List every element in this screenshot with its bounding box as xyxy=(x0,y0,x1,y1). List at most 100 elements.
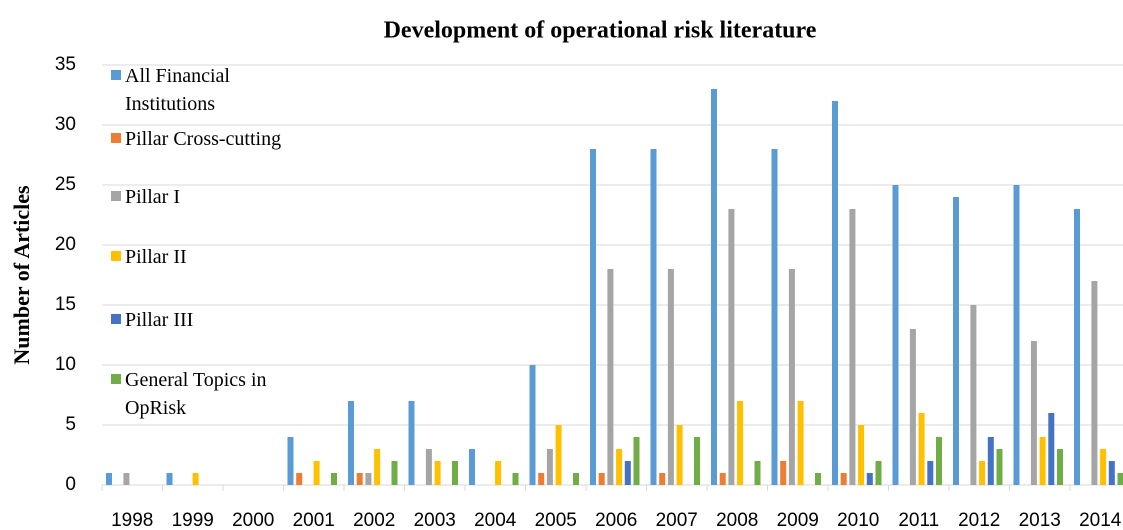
bar xyxy=(495,461,502,485)
bar xyxy=(849,209,856,485)
bar xyxy=(469,449,475,485)
bar xyxy=(356,473,363,485)
bar xyxy=(788,269,795,485)
legend-swatch xyxy=(111,314,121,324)
bar xyxy=(512,473,519,485)
bar xyxy=(1117,473,1123,485)
bar xyxy=(598,473,605,485)
legend-swatch xyxy=(111,70,121,80)
bar xyxy=(1091,281,1098,485)
x-tick-label: 2010 xyxy=(837,510,879,530)
bar xyxy=(936,437,942,485)
x-tick-label: 1999 xyxy=(172,510,214,530)
bar xyxy=(909,329,916,485)
bar xyxy=(694,437,700,485)
bar xyxy=(391,461,398,485)
bar xyxy=(676,425,683,485)
legend-swatch xyxy=(111,191,121,201)
legend-item: Pillar III xyxy=(111,306,311,334)
bar xyxy=(728,209,735,485)
bar xyxy=(573,473,579,485)
bar xyxy=(624,461,631,485)
legend-swatch xyxy=(111,374,121,384)
bar xyxy=(106,473,112,485)
bar xyxy=(771,149,778,485)
bar xyxy=(667,269,674,485)
bar xyxy=(555,425,562,485)
bar xyxy=(987,437,994,485)
bar xyxy=(590,149,596,485)
x-tick-label: 2000 xyxy=(232,510,274,530)
bar xyxy=(633,437,640,485)
x-tick-label: 2006 xyxy=(595,510,637,530)
chart-title: Development of operational risk literatu… xyxy=(384,18,817,44)
bar xyxy=(866,473,873,485)
bar xyxy=(374,449,381,485)
legend-item: All Financial Institutions xyxy=(111,62,311,118)
bar xyxy=(815,473,821,485)
y-tick-label: 35 xyxy=(55,54,76,75)
bar xyxy=(1108,461,1115,485)
bar xyxy=(1048,413,1055,485)
y-tick-label: 5 xyxy=(65,414,76,435)
x-tick-label: 2001 xyxy=(293,510,335,530)
bar xyxy=(780,461,787,485)
bar xyxy=(331,473,337,485)
bar xyxy=(711,89,717,485)
bar xyxy=(918,413,925,485)
y-tick-label: 15 xyxy=(55,294,76,315)
bar xyxy=(348,401,354,485)
legend-item: Pillar Cross-cutting xyxy=(111,125,311,153)
bar xyxy=(858,425,865,485)
bar xyxy=(892,185,899,485)
bar xyxy=(452,461,458,485)
bar xyxy=(408,401,415,485)
bar xyxy=(832,101,838,485)
bar xyxy=(607,269,614,485)
bar xyxy=(970,305,977,485)
bar xyxy=(425,449,432,485)
bar xyxy=(719,473,726,485)
legend-item: Pillar II xyxy=(111,243,311,271)
bar xyxy=(1100,449,1107,485)
bar xyxy=(996,449,1003,485)
x-tick-label: 2003 xyxy=(414,510,456,530)
bar xyxy=(166,473,173,485)
legend-swatch xyxy=(111,251,121,261)
bar xyxy=(192,473,199,485)
bar xyxy=(797,401,804,485)
bar xyxy=(287,437,294,485)
x-tick-label: 2002 xyxy=(353,510,395,530)
x-tick-label: 2014 xyxy=(1079,510,1122,530)
x-tick-label: 1998 xyxy=(111,510,153,530)
bar xyxy=(296,473,303,485)
y-tick-label: 10 xyxy=(55,354,76,375)
bar xyxy=(538,473,545,485)
bar xyxy=(927,461,934,485)
x-tick-label: 2004 xyxy=(474,510,517,530)
x-tick-label: 2012 xyxy=(958,510,1000,530)
bar xyxy=(840,473,847,485)
bar xyxy=(1074,209,1080,485)
bar xyxy=(313,461,320,485)
x-tick-label: 2009 xyxy=(777,510,819,530)
x-tick-label: 2007 xyxy=(656,510,698,530)
y-axis-label: Number of Articles xyxy=(9,185,34,365)
x-tick-label: 2013 xyxy=(1019,510,1061,530)
x-tick-label: 2005 xyxy=(535,510,577,530)
y-tick-label: 20 xyxy=(55,234,76,255)
y-tick-label: 0 xyxy=(65,474,76,495)
legend-label: Pillar I xyxy=(125,186,180,208)
bar xyxy=(123,473,130,485)
bar xyxy=(434,461,441,485)
bar xyxy=(1030,341,1037,485)
bar xyxy=(546,449,553,485)
legend-swatch xyxy=(111,133,121,143)
legend-label: Pillar III xyxy=(125,309,194,331)
bar xyxy=(1039,437,1046,485)
legend-label: All Financial Institutions xyxy=(125,65,230,115)
legend-item: Pillar I xyxy=(111,183,311,211)
bar xyxy=(529,365,536,485)
bar xyxy=(659,473,666,485)
